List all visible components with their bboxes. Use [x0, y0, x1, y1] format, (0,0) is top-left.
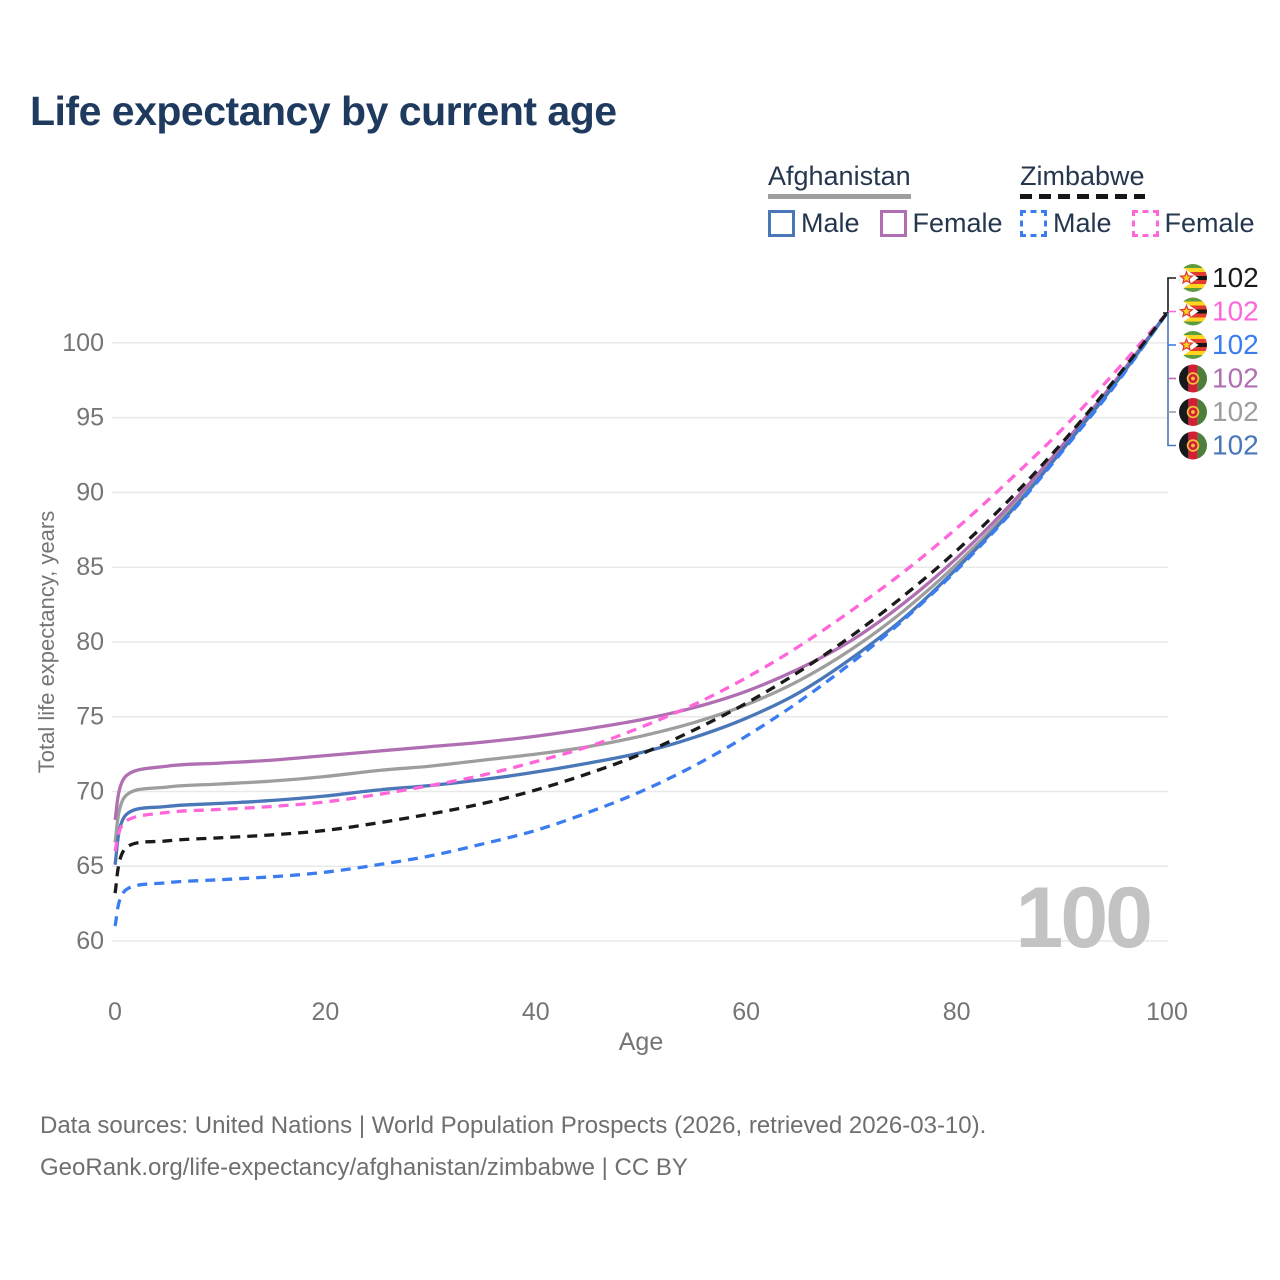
series-line-afghanistan-all	[113, 312, 1169, 843]
afghanistan-female-swatch	[879, 210, 907, 237]
y-tick-label: 85	[76, 553, 104, 581]
y-tick-label: 65	[76, 852, 104, 880]
legend-item-zimbabwe-female[interactable]: Female	[1131, 208, 1255, 239]
afghanistan-flag-icon	[1179, 364, 1207, 393]
y-tick-label: 90	[76, 478, 104, 506]
y-tick-label: 75	[76, 703, 104, 731]
footer: Data sources: United Nations | World Pop…	[40, 1105, 986, 1189]
end-label-value: 102	[1212, 363, 1259, 394]
legend-country-label: Afghanistan	[768, 161, 911, 191]
legend-country-afghanistan[interactable]: Afghanistan	[768, 161, 911, 199]
zimbabwe-flag-icon	[1179, 264, 1207, 292]
legend-item-afghanistan-male[interactable]: Male	[768, 208, 860, 239]
x-tick-label: 100	[1146, 998, 1188, 1026]
legend-item-label: Male	[801, 208, 860, 238]
y-tick-label: 100	[62, 329, 104, 357]
series-line-zimbabwe-male	[113, 312, 1169, 927]
attribution-text: GeoRank.org/life-expectancy/afghanistan/…	[40, 1154, 688, 1181]
legend-group-afghanistan: Afghanistan Male Female	[768, 161, 1003, 239]
zimbabwe-linestyle-swatch	[1020, 194, 1145, 199]
y-tick-label: 60	[76, 927, 104, 955]
series-line-afghanistan-male	[113, 312, 1169, 866]
leader-line	[1167, 313, 1176, 447]
legend-group-zimbabwe: Zimbabwe Male Female	[1020, 161, 1255, 239]
zimbabwe-flag-icon	[1179, 331, 1207, 359]
x-axis-title: Age	[618, 1028, 664, 1056]
y-axis-title: Total life expectancy, years	[34, 510, 59, 774]
y-tick-label: 80	[76, 628, 104, 656]
afghanistan-flag-icon	[1179, 398, 1207, 426]
series-line-zimbabwe-female	[113, 311, 1169, 852]
x-tick-label: 0	[108, 998, 122, 1026]
end-label-value: 102	[1212, 430, 1259, 461]
y-tick-label: 95	[76, 404, 104, 432]
afghanistan-linestyle-swatch	[768, 194, 911, 199]
zimbabwe-male-swatch	[1020, 210, 1047, 237]
legend-item-afghanistan-female[interactable]: Female	[879, 208, 1003, 239]
x-tick-label: 40	[522, 998, 550, 1026]
legend-country-zimbabwe[interactable]: Zimbabwe	[1020, 161, 1145, 199]
series-line-afghanistan-female	[113, 311, 1169, 821]
age-counter-watermark: 100	[1016, 870, 1151, 966]
afghanistan-male-swatch	[768, 210, 795, 237]
x-tick-label: 80	[943, 998, 971, 1026]
end-label-value: 102	[1212, 296, 1259, 327]
page-title: Life expectancy by current age	[30, 88, 617, 134]
x-tick-label: 60	[732, 998, 760, 1026]
y-tick-label: 70	[76, 777, 104, 805]
zimbabwe-flag-icon	[1179, 297, 1207, 326]
afghanistan-flag-icon	[1179, 431, 1207, 460]
leader-line	[1163, 277, 1176, 314]
end-label-value: 102	[1212, 262, 1259, 293]
series-line-zimbabwe-all	[113, 311, 1169, 894]
legend-item-label: Female	[1164, 208, 1255, 238]
legend-country-label: Zimbabwe	[1020, 161, 1145, 191]
x-tick-label: 20	[311, 998, 339, 1026]
legend-item-label: Male	[1053, 208, 1112, 238]
legend-item-zimbabwe-male[interactable]: Male	[1020, 208, 1112, 239]
legend-item-label: Female	[912, 208, 1003, 238]
data-sources-text: Data sources: United Nations | World Pop…	[40, 1112, 987, 1139]
end-label-value: 102	[1212, 396, 1259, 427]
zimbabwe-female-swatch	[1131, 210, 1159, 237]
end-label-value: 102	[1212, 329, 1259, 360]
